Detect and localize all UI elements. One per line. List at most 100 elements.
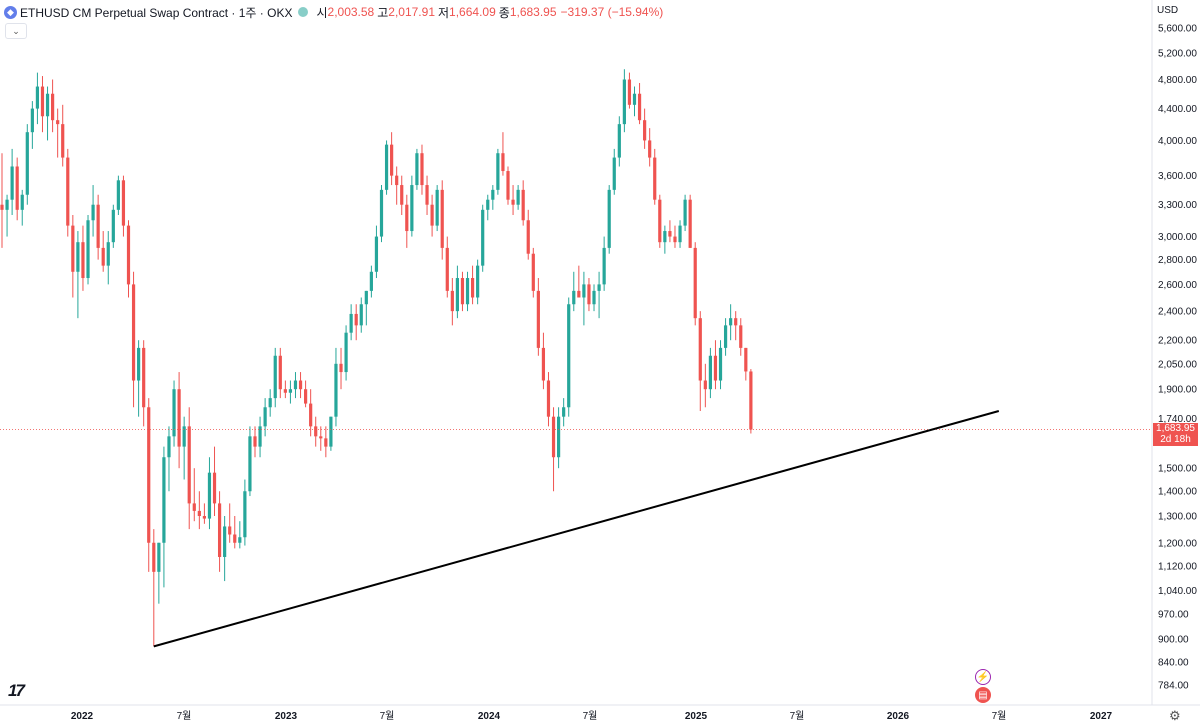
candle — [612, 148, 616, 195]
candle-body — [369, 271, 373, 291]
candle — [693, 242, 697, 326]
candle — [304, 380, 308, 408]
candle-body — [551, 416, 556, 458]
price-tick-label: 1,120.00 — [1158, 561, 1197, 572]
candle-body — [51, 93, 55, 121]
candle — [228, 503, 232, 543]
candle-body — [572, 290, 576, 305]
candle-body — [243, 491, 247, 538]
candle-body — [546, 380, 551, 417]
trendline[interactable] — [153, 410, 1000, 648]
time-tick-label: 7월 — [790, 710, 805, 722]
price-tick-label: 1,500.00 — [1158, 464, 1197, 475]
us-flag-icon[interactable]: ▤ — [975, 687, 991, 703]
candle — [744, 347, 748, 381]
time-tick-label: 2022 — [71, 711, 94, 722]
collapse-legend-button[interactable]: ⌄ — [5, 23, 27, 39]
candle — [521, 180, 525, 226]
candle-body — [30, 108, 34, 133]
price-tick-label: 1,300.00 — [1158, 512, 1197, 523]
candle-body — [718, 347, 723, 381]
candle-body — [217, 503, 222, 557]
candle-body — [212, 472, 217, 504]
price-axis[interactable]: 5,600.00 5,200.00 4,800.00 4,400.00 4,000.00… — [1158, 24, 1197, 692]
candle-body — [501, 153, 505, 172]
candle-body — [678, 225, 682, 243]
last-price-tag: 1,683.95 — [1153, 422, 1198, 435]
gear-icon[interactable]: ⚙ — [1169, 708, 1181, 723]
candle-body — [364, 290, 368, 305]
time-axis[interactable]: 2022 7월 2023 7월 2024 7월 2025 7월 2026 7월 2027 — [71, 710, 1113, 722]
currency-label[interactable]: USD — [1157, 5, 1179, 16]
market-status-icon[interactable] — [298, 7, 309, 17]
candle — [152, 529, 156, 647]
candle — [177, 372, 181, 469]
price-tick-label: 4,800.00 — [1158, 75, 1197, 86]
tradingview-logo[interactable]: 17 — [8, 681, 25, 700]
candle — [536, 278, 540, 356]
candle-body — [157, 542, 161, 572]
candle — [405, 194, 409, 248]
candle-body — [643, 120, 647, 141]
candle-body — [708, 355, 712, 390]
candle — [359, 297, 363, 333]
candle-body — [749, 371, 753, 430]
candle-body — [344, 332, 348, 373]
lightning-icon[interactable]: ⚡ — [975, 669, 991, 685]
candle — [86, 215, 90, 285]
time-tick-label: 2027 — [1090, 711, 1113, 722]
candle-body — [111, 209, 115, 243]
candle-body — [607, 189, 611, 248]
symbol-title[interactable]: ETHUSD CM Perpetual Swap Contract · 1주 ·… — [20, 5, 293, 20]
candle — [734, 311, 738, 341]
candle-body — [440, 189, 444, 248]
candle-body — [420, 153, 424, 186]
candle-body — [283, 389, 287, 393]
candle-body — [374, 236, 379, 272]
candle — [678, 220, 682, 248]
candle — [233, 516, 237, 549]
price-tick-label: 4,000.00 — [1158, 136, 1197, 147]
candle-body — [223, 526, 227, 557]
candle — [111, 204, 115, 248]
symbol-header: ◆ ETHUSD CM Perpetual Swap Contract · 1주… — [4, 4, 663, 20]
candle — [663, 225, 667, 254]
candle-body — [293, 380, 298, 390]
candle — [551, 407, 556, 492]
candle-body — [648, 140, 652, 158]
candle-body — [632, 93, 637, 105]
candle-body — [587, 284, 591, 305]
trendline-segment[interactable] — [153, 410, 1000, 648]
candle-body — [405, 204, 409, 232]
candle — [617, 116, 621, 167]
candle — [354, 304, 358, 341]
candle-body — [395, 175, 399, 186]
price-tick-label: 900.00 — [1158, 634, 1189, 645]
candle — [329, 416, 333, 451]
candle — [390, 132, 394, 186]
candle — [557, 407, 561, 469]
candle-body — [324, 438, 328, 447]
price-tick-label: 2,800.00 — [1158, 255, 1197, 266]
candle — [648, 128, 652, 167]
time-tick-label: 2024 — [478, 711, 501, 722]
candle-body — [476, 265, 480, 298]
candle — [101, 231, 105, 272]
candle-body — [86, 220, 90, 279]
countdown-tag: 2d 18h — [1153, 433, 1198, 446]
candle — [531, 247, 535, 298]
candle-body — [349, 313, 353, 333]
candle — [207, 457, 212, 530]
candle-body — [562, 407, 566, 417]
candle-body — [61, 124, 65, 158]
candle-body — [602, 247, 606, 285]
candle-body — [319, 436, 323, 439]
candle — [121, 175, 126, 237]
candle — [309, 389, 313, 437]
candle-body — [45, 93, 50, 117]
time-tick-label: 2026 — [887, 711, 910, 722]
candle-body — [506, 171, 510, 200]
candle-body — [470, 278, 475, 298]
candle-body — [521, 189, 525, 221]
